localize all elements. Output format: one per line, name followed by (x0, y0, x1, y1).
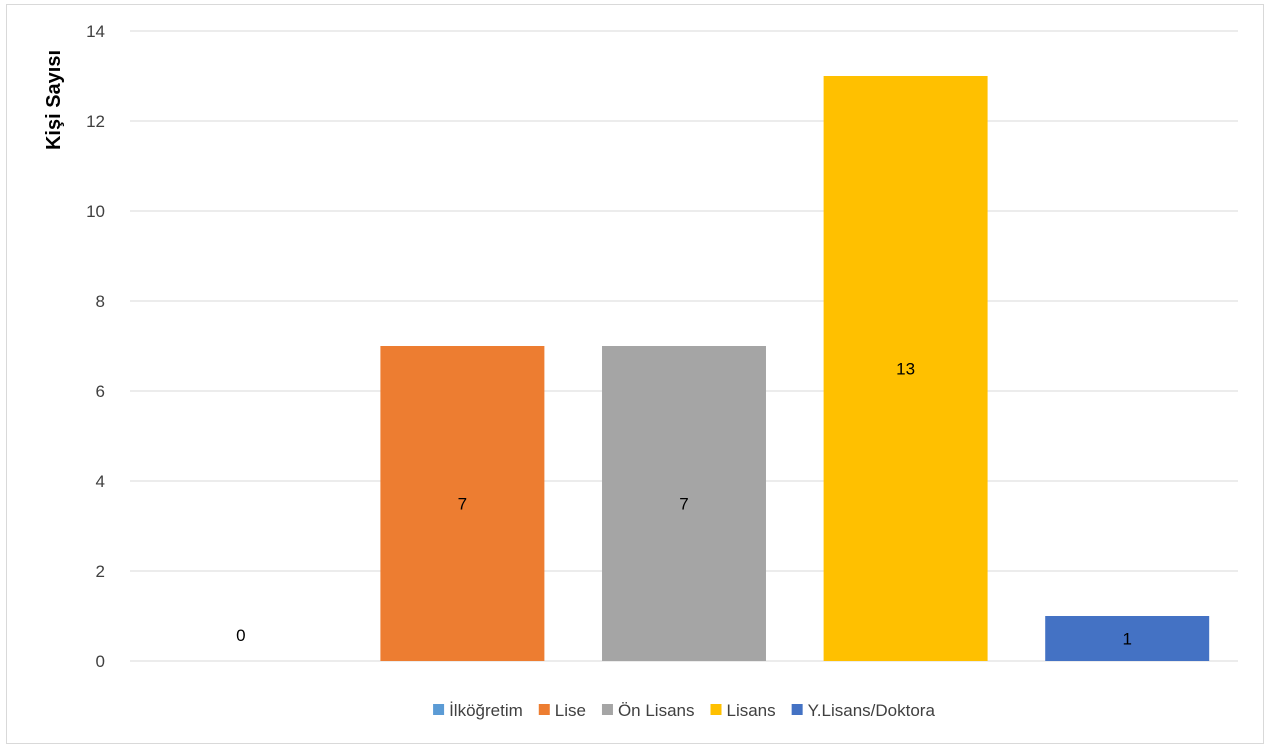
data-label: 7 (458, 495, 467, 514)
legend-label: Lise (555, 701, 586, 720)
legend-label: Ön Lisans (618, 701, 695, 720)
data-label: 1 (1122, 630, 1131, 649)
data-label: 0 (236, 626, 245, 645)
y-axis-title: Kişi Sayısı (43, 50, 65, 150)
legend-swatch (711, 704, 722, 715)
y-tick-label: 4 (96, 472, 105, 491)
legend-swatch (792, 704, 803, 715)
legend-swatch (602, 704, 613, 715)
y-tick-label: 6 (96, 382, 105, 401)
y-tick-label: 12 (86, 112, 105, 131)
data-label: 7 (679, 495, 688, 514)
y-tick-label: 10 (86, 202, 105, 221)
bars (380, 76, 1209, 661)
legend-label: Lisans (727, 701, 776, 720)
legend-label: Y.Lisans/Doktora (808, 701, 936, 720)
legend-swatch (539, 704, 550, 715)
legend: İlköğretim Lise Ön Lisans Lisans Y.Lisans/Do… (433, 701, 935, 720)
y-tick-label: 8 (96, 292, 105, 311)
y-tick-label: 2 (96, 562, 105, 581)
legend-swatch (433, 704, 444, 715)
legend-label: İlköğretim (449, 701, 523, 720)
y-tick-label: 0 (96, 652, 105, 671)
y-tick-label: 14 (86, 22, 105, 41)
y-axis-ticks: 0 2 4 6 8 10 12 14 (86, 22, 105, 671)
data-label: 13 (896, 360, 915, 379)
